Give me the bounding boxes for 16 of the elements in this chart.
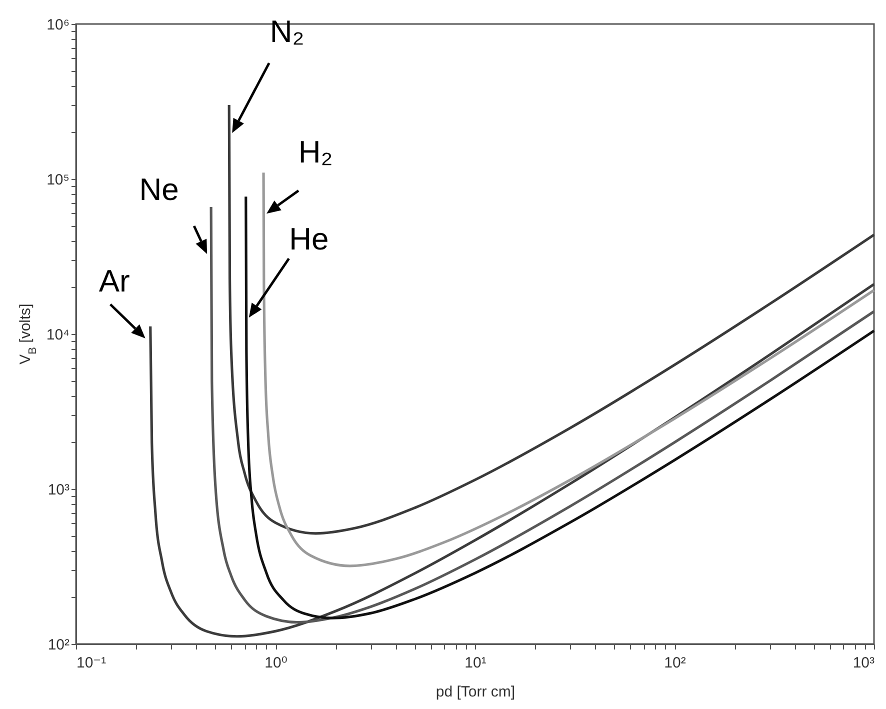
x-tick-label: 10⁰ <box>264 654 288 672</box>
x-tick-label: 10² <box>664 654 686 672</box>
x-tick-label: 10⁻¹ <box>76 654 106 672</box>
y-tick-label: 10⁶ <box>46 16 70 34</box>
x-tick-label: 10³ <box>852 654 874 672</box>
x-tick-label: 10¹ <box>464 654 486 672</box>
y-tick-label: 10⁴ <box>46 326 70 344</box>
series-label: H₂ <box>298 134 333 170</box>
series-label: Ar <box>98 263 130 298</box>
y-tick-label: 10³ <box>48 482 70 498</box>
text: N₂ <box>270 14 304 50</box>
series-label: Ne <box>139 172 179 207</box>
series-label: He <box>289 222 329 257</box>
y-tick-label: 10² <box>48 636 70 654</box>
x-axis-title: pd [Torr cm] <box>436 684 516 700</box>
y-tick-label: 10⁵ <box>46 172 70 188</box>
